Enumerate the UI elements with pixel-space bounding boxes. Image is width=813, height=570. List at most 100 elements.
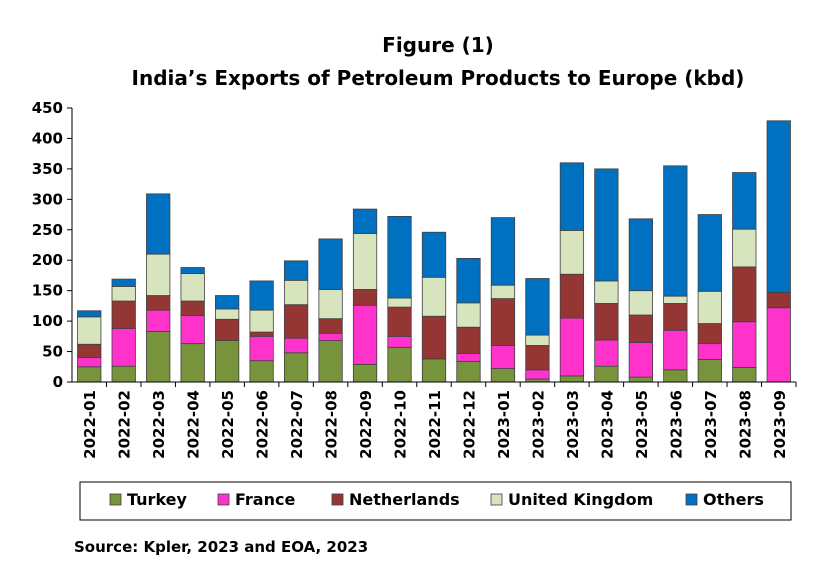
bar-segment-others: [456, 257, 481, 304]
bar-stack-2023-04: [594, 168, 619, 383]
bar-segment-united-kingdom: [283, 279, 309, 306]
x-tick-label: 2022-05: [219, 390, 237, 459]
bar-segment-france: [732, 321, 757, 368]
bar-segment-france: [697, 343, 722, 360]
bar-segment-turkey: [628, 376, 653, 383]
bar-segment-netherlands: [249, 331, 274, 337]
bar-segment-turkey: [663, 369, 688, 383]
legend-label-others: Others: [703, 490, 764, 509]
bar-stack-2023-05: [628, 218, 653, 383]
bar-stack-2022-12: [456, 257, 481, 383]
bar-segment-netherlands: [559, 273, 585, 319]
bar-segment-united-kingdom: [146, 253, 171, 296]
x-tick-label: 2023-06: [667, 390, 685, 459]
bar-segment-united-kingdom: [215, 308, 240, 320]
bar-stack-2022-04: [180, 267, 205, 383]
bar-segment-others: [732, 172, 757, 230]
x-tick-label: 2022-06: [254, 390, 272, 459]
bar-segment-others: [111, 278, 136, 287]
bar-segment-united-kingdom: [490, 284, 516, 299]
bar-stack-2022-08: [318, 238, 343, 383]
legend-swatch-turkey: [109, 493, 122, 506]
bar-segment-turkey: [249, 360, 274, 383]
x-tick-label: 2022-09: [357, 390, 375, 459]
bar-segment-others: [180, 267, 205, 275]
chart-title: Figure (1): [382, 33, 494, 57]
bar-segment-turkey: [559, 375, 585, 383]
bar-segment-netherlands: [594, 303, 619, 341]
bar-segment-others: [628, 218, 653, 292]
legend-box: [79, 481, 792, 521]
bar-segment-netherlands: [77, 343, 102, 359]
source-note: Source: Kpler, 2023 and EOA, 2023: [74, 538, 368, 556]
bar-segment-france: [559, 317, 585, 377]
bar-segment-france: [456, 352, 481, 362]
bar-stack-2022-06: [249, 280, 274, 383]
y-tick-label: 250: [32, 221, 63, 239]
bar-segment-united-kingdom: [525, 334, 550, 346]
legend-swatch-france: [217, 493, 230, 506]
bar-segment-united-kingdom: [180, 273, 205, 302]
bar-segment-united-kingdom: [111, 286, 136, 302]
bar-segment-france: [318, 332, 343, 341]
bar-segment-others: [283, 260, 309, 281]
y-tick-label: 450: [32, 99, 63, 117]
y-tick-label: 400: [32, 129, 63, 147]
x-tick-label: 2023-04: [598, 390, 616, 459]
legend-label-turkey: Turkey: [127, 490, 188, 509]
bar-segment-france: [352, 304, 378, 365]
bar-segment-turkey: [732, 366, 757, 383]
bar-segment-united-kingdom: [352, 233, 378, 290]
bar-segment-united-kingdom: [732, 228, 757, 268]
bar-segment-others: [490, 217, 516, 286]
bar-segment-netherlands: [525, 345, 550, 371]
bar-segment-france: [180, 315, 205, 345]
x-tick-label: 2023-09: [771, 390, 789, 459]
bar-segment-france: [490, 345, 516, 370]
bar-stack-2022-09: [352, 208, 378, 383]
bar-stack-2022-03: [146, 193, 171, 383]
bar-stack-2023-07: [697, 214, 722, 383]
bar-segment-others: [766, 120, 791, 293]
bar-segment-turkey: [352, 363, 378, 383]
bar-stack-2022-07: [283, 260, 309, 383]
bar-stack-2022-01: [77, 310, 102, 383]
bar-segment-france: [766, 307, 791, 383]
x-tick-label: 2022-11: [426, 390, 444, 459]
chart-subtitle: India’s Exports of Petroleum Products to…: [132, 66, 745, 90]
bar-stack-2023-09: [766, 120, 791, 383]
bar-stack-2023-02: [525, 278, 550, 383]
y-tick-label: 100: [32, 312, 63, 330]
bar-segment-france: [249, 335, 274, 362]
bar-segment-turkey: [215, 340, 240, 383]
bar-segment-netherlands: [456, 326, 481, 354]
bar-segment-france: [525, 369, 550, 380]
bar-segment-others: [559, 162, 585, 231]
bar-stack-2023-03: [559, 162, 585, 383]
bar-segment-others: [318, 238, 343, 290]
bar-segment-turkey: [490, 368, 516, 383]
legend-label-united-kingdom: United Kingdom: [508, 490, 653, 509]
x-tick-label: 2023-05: [633, 390, 651, 459]
bar-segment-others: [697, 214, 722, 292]
bar-segment-france: [146, 309, 171, 332]
y-tick-label: 300: [32, 190, 63, 208]
bar-segment-netherlands: [697, 323, 722, 345]
bar-stack-2022-05: [215, 295, 240, 383]
bar-stack-2023-08: [732, 172, 757, 383]
bar-segment-turkey: [146, 331, 171, 383]
bar-segment-netherlands: [766, 292, 791, 309]
x-tick-label: 2023-08: [736, 390, 754, 459]
legend-swatch-netherlands: [331, 493, 344, 506]
bar-segment-turkey: [421, 358, 447, 383]
bar-segment-others: [421, 231, 447, 278]
bar-segment-united-kingdom: [628, 290, 653, 316]
bar-segment-france: [387, 335, 412, 348]
bar-segment-others: [249, 280, 274, 311]
bar-segment-turkey: [456, 360, 481, 383]
bar-segment-turkey: [697, 359, 722, 383]
x-tick-label: 2022-03: [150, 390, 168, 459]
bar-stack-2023-06: [663, 165, 688, 383]
bar-segment-france: [77, 357, 102, 368]
